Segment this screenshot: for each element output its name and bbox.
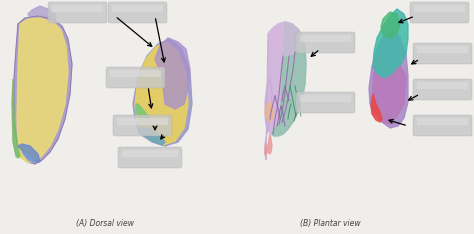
Bar: [117, 118, 168, 125]
Polygon shape: [28, 6, 58, 39]
Polygon shape: [265, 22, 306, 160]
Polygon shape: [18, 144, 40, 162]
FancyBboxPatch shape: [118, 147, 182, 168]
Polygon shape: [155, 38, 190, 109]
Polygon shape: [371, 94, 382, 122]
Polygon shape: [373, 9, 408, 79]
Polygon shape: [22, 152, 34, 163]
Polygon shape: [17, 18, 68, 162]
FancyBboxPatch shape: [296, 32, 355, 53]
FancyBboxPatch shape: [413, 115, 472, 136]
FancyBboxPatch shape: [48, 2, 107, 23]
Polygon shape: [373, 66, 406, 124]
Bar: [417, 118, 468, 125]
FancyBboxPatch shape: [296, 92, 355, 113]
Polygon shape: [136, 104, 150, 122]
Polygon shape: [135, 42, 188, 145]
FancyBboxPatch shape: [413, 43, 472, 64]
Bar: [52, 5, 103, 12]
Polygon shape: [369, 30, 408, 128]
Bar: [417, 82, 468, 89]
FancyBboxPatch shape: [410, 2, 469, 23]
Text: (B) Plantar view: (B) Plantar view: [300, 219, 360, 228]
Polygon shape: [272, 22, 306, 136]
Bar: [417, 46, 468, 53]
Bar: [122, 150, 178, 157]
Bar: [300, 35, 351, 42]
FancyBboxPatch shape: [413, 79, 472, 100]
Polygon shape: [138, 128, 165, 145]
Bar: [300, 95, 351, 102]
FancyBboxPatch shape: [108, 2, 167, 23]
Bar: [110, 70, 161, 77]
Polygon shape: [265, 134, 272, 156]
Text: (A) Dorsal view: (A) Dorsal view: [76, 219, 134, 228]
Polygon shape: [381, 12, 400, 38]
Bar: [112, 5, 163, 12]
Bar: [414, 5, 465, 12]
Polygon shape: [133, 39, 192, 146]
FancyBboxPatch shape: [113, 115, 172, 136]
Polygon shape: [265, 102, 273, 122]
Polygon shape: [12, 79, 20, 158]
Polygon shape: [268, 22, 302, 56]
FancyBboxPatch shape: [106, 67, 165, 88]
Polygon shape: [14, 16, 72, 164]
